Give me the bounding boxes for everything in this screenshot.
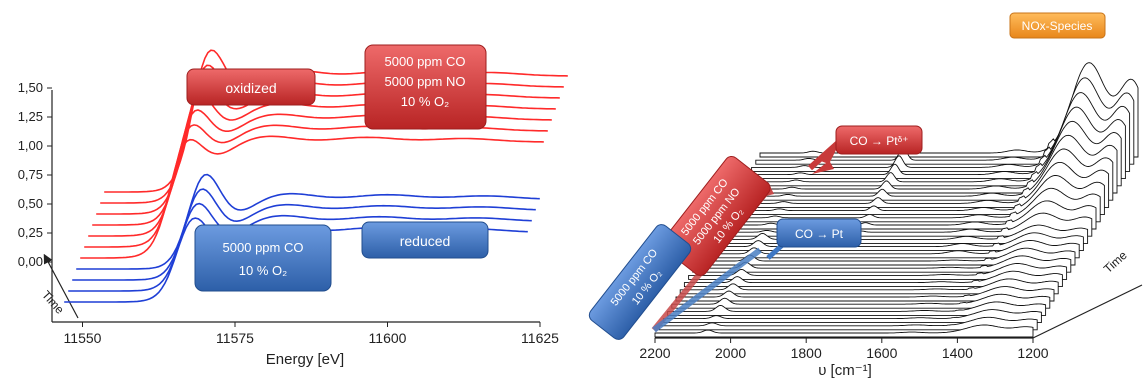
xanes-y-tick-label: 0,50 bbox=[18, 196, 43, 211]
xanes-x-tick-label: 11575 bbox=[216, 330, 254, 346]
xanes-y-tick-label: 1,25 bbox=[18, 109, 43, 124]
co-pt-label: CO → Pt bbox=[795, 227, 844, 241]
xanes-time-label: Time bbox=[39, 288, 67, 317]
ox-gas-o2: 10 % O₂ bbox=[401, 94, 449, 109]
label-box-oxidized: oxidized bbox=[187, 69, 315, 105]
label-box-ox-gas: 5000 ppm CO 5000 ppm NO 10 % O₂ bbox=[365, 45, 486, 129]
xanes-y-tick-label: 0,75 bbox=[18, 167, 43, 182]
xanes-y-tick-label: 1,00 bbox=[18, 138, 43, 153]
label-box-red-gas: 5000 ppm CO 10 % O₂ bbox=[195, 225, 331, 291]
ir-x-tick-label: 1400 bbox=[942, 345, 973, 361]
ir-time-label: Time bbox=[1101, 248, 1130, 276]
ir-x-ticks: 2200 2000 1800 1600 1400 1200 bbox=[639, 338, 1048, 361]
red-gas-o2: 10 % O₂ bbox=[239, 263, 287, 278]
xanes-x-axis-label: Energy [eV] bbox=[266, 351, 344, 368]
label-box-reduced: reduced bbox=[362, 222, 488, 258]
drifts-panel: 2200 2000 1800 1600 1400 1200 υ [cm⁻¹] Time 5… bbox=[587, 13, 1142, 379]
label-box-co-pt: CO → Pt bbox=[768, 219, 861, 258]
xanes-panel: 0,000,250,500,751,001,251,50 11550 11575 1… bbox=[18, 45, 568, 368]
ir-label-box-red-gas: 5000 ppm CO 10 % O₂ bbox=[587, 222, 694, 342]
xanes-x-tick-label: 11600 bbox=[369, 330, 407, 346]
co-ptd-label: CO → Ptᵟ⁺ bbox=[850, 134, 909, 148]
ir-x-tick-label: 1600 bbox=[866, 345, 897, 361]
ox-gas-no: 5000 ppm NO bbox=[385, 74, 466, 89]
xanes-x-tick-label: 11550 bbox=[64, 330, 102, 346]
ir-x-tick-label: 2200 bbox=[639, 345, 670, 361]
xanes-y-ticks: 0,00 0,25 0,50 0,75 1,00 1,25 1,50 bbox=[18, 80, 52, 269]
xanes-x-ticks: 11550 11575 11600 11625 bbox=[64, 322, 560, 346]
oxidized-label: oxidized bbox=[225, 80, 276, 96]
label-box-nox: NOx-Species bbox=[1010, 13, 1105, 38]
nox-label: NOx-Species bbox=[1022, 19, 1093, 33]
ir-x-tick-label: 2000 bbox=[715, 345, 746, 361]
red-gas-co: 5000 ppm CO bbox=[223, 240, 304, 255]
xanes-y-tick-label: 1,50 bbox=[18, 80, 43, 95]
ir-x-tick-label: 1200 bbox=[1017, 345, 1048, 361]
xanes-x-tick-label: 11625 bbox=[521, 330, 559, 346]
reduced-label: reduced bbox=[400, 233, 451, 249]
xanes-y-tick-label: 0,25 bbox=[18, 225, 43, 240]
ox-gas-co: 5000 ppm CO bbox=[385, 54, 466, 69]
xanes-y-tick-label: 0,00 bbox=[18, 254, 43, 269]
ir-x-axis-label: υ [cm⁻¹] bbox=[818, 362, 872, 379]
ir-x-tick-label: 1800 bbox=[791, 345, 822, 361]
